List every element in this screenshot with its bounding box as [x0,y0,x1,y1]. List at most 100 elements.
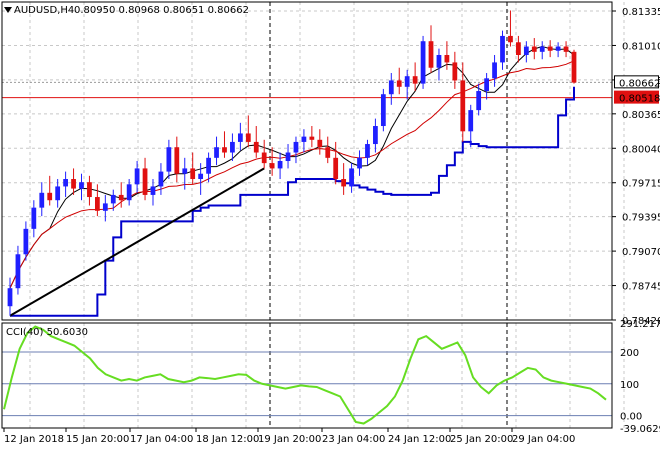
price-panel-frame [1,1,613,321]
candle-body [230,141,235,153]
price-tag-label: 0.80662 [619,78,660,89]
candle-body [142,168,148,195]
candle-body [166,147,172,172]
price-tick-label: 0.80365 [622,110,660,121]
candle-body [460,80,466,132]
candle-body [333,157,339,180]
candle-body [555,46,561,51]
trailing-stop-line [10,86,575,317]
candle-body [253,141,259,153]
indicator-label: CCI(40) 50.6030 [6,327,88,338]
candle-body [547,46,553,51]
candle-body [39,192,45,208]
time-tick-label: 24 Jan 12:00 [388,434,451,445]
candle-body [476,91,482,111]
price-tick-label: 0.79395 [622,213,660,224]
dropdown-arrow-icon[interactable] [4,7,12,13]
cci-tick-label: -39.0629 [620,424,660,435]
time-tick-label: 23 Jan 04:00 [322,434,385,445]
candle-body [301,136,307,142]
candle-body [341,179,347,187]
header-ohlc: 0.80950 0.80968 0.80651 0.80662 [74,5,249,16]
candle-body [190,168,196,180]
candle-body [388,80,394,95]
candle-body [317,139,323,148]
candle-body [87,182,92,198]
candle-body [404,76,410,87]
grid [2,2,625,428]
time-tick-label: 18 Jan 12:00 [196,434,259,445]
candle-body [531,46,537,52]
candle-body [516,42,521,55]
candle-body [468,110,474,132]
candle-body [500,35,505,63]
candle-body [134,168,140,185]
candle-body [214,147,219,158]
candles [7,10,577,316]
time-tick-label: 17 Jan 04:00 [130,434,193,445]
time-tick-label: 29 Jan 04:00 [512,434,575,445]
price-tick-label: 0.81010 [622,41,660,52]
candle-body [15,254,21,289]
candle-body [412,76,418,84]
candle-body [428,41,434,68]
candle-body [436,55,442,68]
candle-body [206,157,211,174]
candle-body [539,46,545,52]
trendline [9,167,265,317]
candle-body [523,46,529,55]
candle-body [222,147,227,153]
price-tick-label: 0.79715 [622,179,660,190]
price-tag-inner [615,91,658,103]
candle-body [198,173,204,180]
candle-body [373,126,378,145]
axes: 0.813350.810100.806850.803650.800400.797… [3,7,660,445]
time-tick-label: 12 Jan 2018 [4,434,64,445]
candle-body [150,186,156,195]
candle-body [55,186,61,201]
candle-body [285,152,291,161]
candle-body [126,184,132,201]
candle-body [325,147,331,158]
time-tick-label: 19 Jan 20:00 [258,434,321,445]
candle-body [309,136,315,140]
candle-body [110,194,116,204]
indicator-lines [9,45,575,317]
candle-body [452,62,458,81]
candle-body [492,62,497,79]
cci-levels [2,351,612,417]
session-separators [269,2,508,428]
candle-body [23,228,29,255]
candle-body [508,35,513,43]
cci-line [3,325,607,425]
cci-tick-label: 100 [620,380,639,391]
candle-body [571,51,577,83]
candle-body [245,133,251,142]
candle-body [118,194,124,201]
candle-body [237,133,243,142]
candle-body [277,161,283,169]
price-tag-label: 0.80518 [619,94,660,105]
cci-tick-label: 0.00 [620,412,642,423]
candle-body [94,197,100,211]
candle-body [47,192,53,201]
cci-tick-label: 200 [620,348,639,359]
fast-ma-line [9,45,575,289]
price-tick-label: 0.78420 [622,316,660,327]
candle-body [349,168,354,187]
price-tick-label: 0.78745 [622,282,660,293]
candle-body [484,78,490,92]
candle-body [158,171,164,187]
price-tick-label: 0.79070 [622,247,660,258]
candle-body [71,179,76,189]
price-tag-inner [615,76,658,88]
time-tick-label: 15 Jan 20:00 [66,434,129,445]
header-symbol: AUDUSD,H4 [14,5,74,16]
candle-body [261,152,267,164]
price-tick-label: 0.81335 [622,7,660,18]
candle-body [380,94,386,127]
frames [1,1,613,429]
candle-body [293,141,299,153]
